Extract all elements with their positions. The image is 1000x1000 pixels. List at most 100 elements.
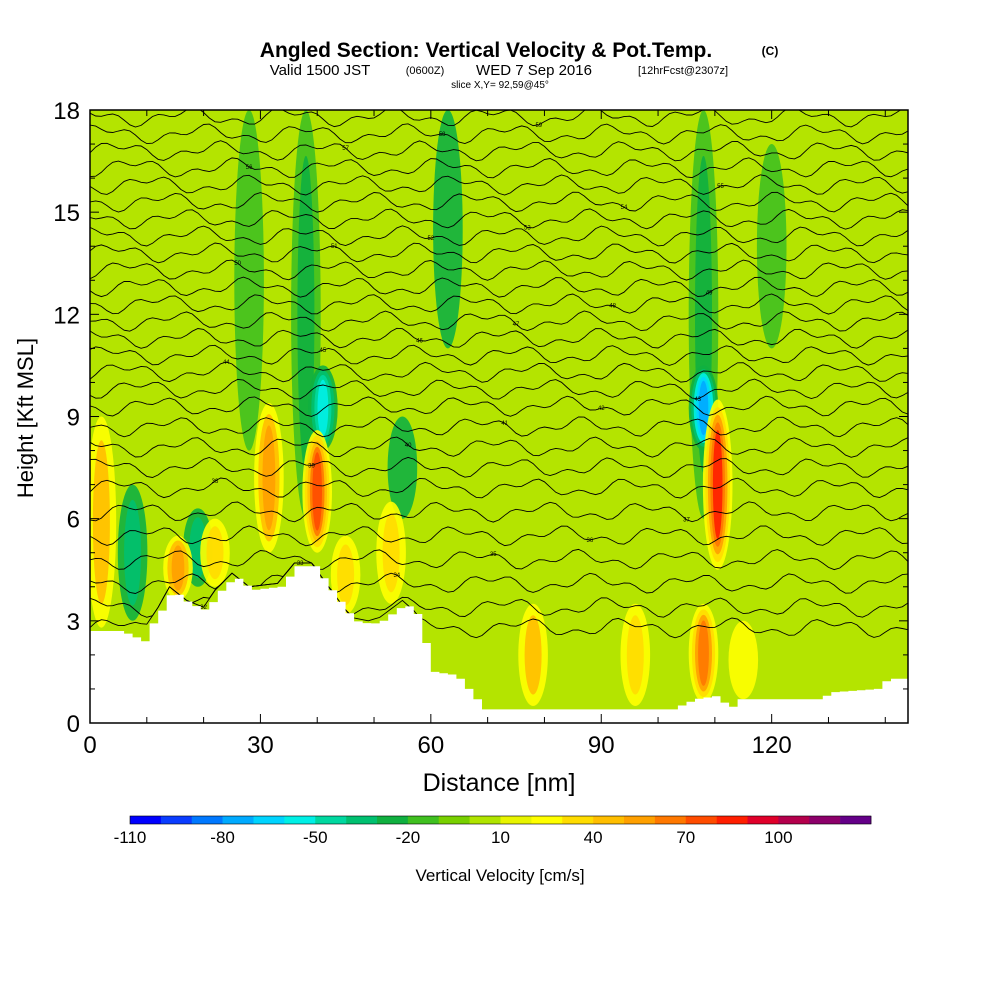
y-tick-label: 9 — [67, 405, 80, 432]
x-tick-label: 0 — [83, 732, 96, 759]
colorbar-swatch — [778, 816, 810, 824]
colorbar-swatch — [160, 816, 193, 824]
isentrope-line — [90, 525, 908, 547]
isentrope-line — [90, 327, 908, 349]
colorbar-tick-label: -80 — [210, 828, 235, 847]
colorbar-tick-label: 40 — [584, 828, 603, 847]
colorbar-swatch — [593, 816, 625, 824]
y-tick-label: 12 — [53, 302, 80, 329]
isentrope-line — [90, 361, 908, 383]
colorbar-swatch — [624, 816, 656, 824]
colorbar-swatch — [253, 816, 285, 824]
velocity-cell — [234, 110, 264, 451]
x-tick-label: 30 — [247, 732, 274, 759]
colorbar-swatch — [562, 816, 594, 824]
isentrope-label: 55 — [717, 184, 724, 190]
colorbar-tick-label: 70 — [676, 828, 695, 847]
velocity-cell — [433, 110, 463, 349]
colorbar-swatch — [716, 816, 748, 824]
velocity-cell — [387, 416, 418, 519]
colorbar-swatch — [747, 816, 779, 824]
velocity-cell — [124, 499, 142, 606]
x-axis: 0 30 60 90 120 — [83, 110, 886, 759]
colorbar-swatch — [654, 816, 687, 824]
isentrope-label: 39 — [308, 463, 315, 469]
isentrope-line — [90, 562, 908, 594]
y-tick-label: 15 — [53, 200, 80, 227]
isentrope-line — [90, 501, 908, 523]
isentrope-line — [90, 123, 908, 145]
isentrope-line — [90, 310, 908, 332]
slice-label: slice X,Y= 92,59@45° — [451, 80, 549, 91]
isentrope-label: 58 — [439, 132, 446, 138]
colorbar-swatch — [284, 816, 316, 824]
isentrope-label: 56 — [246, 165, 253, 171]
isentrope-line — [90, 208, 908, 230]
colorbar-swatch — [685, 816, 717, 824]
subtitle-date: WED 7 Sep 2016 — [476, 62, 592, 79]
subtitle-forecast: [12hrFcst@2307z] — [638, 65, 728, 77]
colorbar-tick-label: 10 — [491, 828, 510, 847]
isentrope-label: 34 — [393, 573, 400, 579]
colorbar-swatch — [346, 816, 378, 824]
colorbar-swatch — [222, 816, 254, 824]
colorbar-tick-label: -50 — [303, 828, 328, 847]
colorbar-swatch — [315, 816, 347, 824]
velocity-cell — [712, 430, 723, 540]
isentrope-label: 41 — [501, 421, 508, 427]
colorbar-tick-label: 100 — [764, 828, 792, 847]
isentrope-label: 59 — [535, 123, 542, 129]
y-axis-label: Height [Kft MSL] — [13, 338, 38, 498]
isentrope-line — [90, 456, 908, 478]
isentrope-label: 35 — [490, 552, 497, 558]
isentrope-label: 57 — [342, 146, 349, 152]
isentrope-label: 37 — [683, 518, 690, 524]
colorbar-swatch — [407, 816, 440, 824]
velocity-cell — [337, 544, 355, 606]
colorbar-swatch — [531, 816, 563, 824]
isentrope-label: 38 — [212, 479, 219, 485]
isentrope-line — [90, 225, 908, 247]
isentrope-label: 46 — [416, 339, 423, 345]
isentrope-label: 44 — [223, 360, 230, 366]
y-tick-label: 18 — [53, 98, 80, 125]
colorbar-tick-label: -110 — [114, 828, 147, 847]
y-tick-label: 0 — [67, 711, 80, 738]
isentrope-label: 43 — [694, 397, 701, 403]
colorbar: -110 -80 -50 -20 10 40 70 100 — [114, 815, 872, 847]
velocity-cell — [524, 615, 542, 695]
isentrope-label: 45 — [320, 348, 327, 354]
chart-title-units: (C) — [762, 44, 779, 58]
isentrope-line — [90, 140, 908, 162]
x-tick-label: 90 — [588, 732, 615, 759]
isentrope-label: 50 — [234, 261, 241, 267]
isentrope-line — [90, 344, 908, 366]
subtitle-utc: (0600Z) — [406, 65, 445, 77]
velocity-cell — [382, 513, 400, 593]
isentrope-line — [90, 174, 908, 196]
colorbar-label: Vertical Velocity [cm/s] — [415, 866, 584, 885]
colorbar-swatch — [809, 816, 841, 824]
x-tick-label: 120 — [752, 732, 792, 759]
isentrope-label: 48 — [609, 304, 616, 310]
isentrope-line — [90, 477, 908, 499]
isentrope-line — [90, 548, 908, 571]
colorbar-swatch — [840, 816, 872, 824]
colorbar-swatch — [191, 816, 223, 824]
y-axis: 0 36 9 12 15 18 — [53, 98, 908, 738]
potential-temperature-contours: 32 33 34 35 36 37 38 39 40 41 42 43 44 45 46 47 48 49 50 51… — [90, 110, 908, 639]
colorbar-tick-label: -20 — [396, 828, 421, 847]
colorbar-swatch — [500, 816, 532, 824]
colorbar-swatch — [130, 816, 162, 824]
velocity-cell — [92, 440, 110, 604]
colorbar-frame — [129, 815, 872, 825]
y-tick-label: 6 — [67, 507, 80, 534]
isentrope-line — [90, 157, 908, 179]
isentrope-label: 49 — [706, 291, 713, 297]
isentrope-line — [90, 395, 908, 417]
isentrope-label: 36 — [587, 538, 594, 544]
velocity-cell — [312, 452, 323, 531]
colorbar-swatch — [469, 816, 501, 824]
velocity-cell — [317, 379, 329, 437]
colorbar-swatch — [377, 816, 409, 824]
